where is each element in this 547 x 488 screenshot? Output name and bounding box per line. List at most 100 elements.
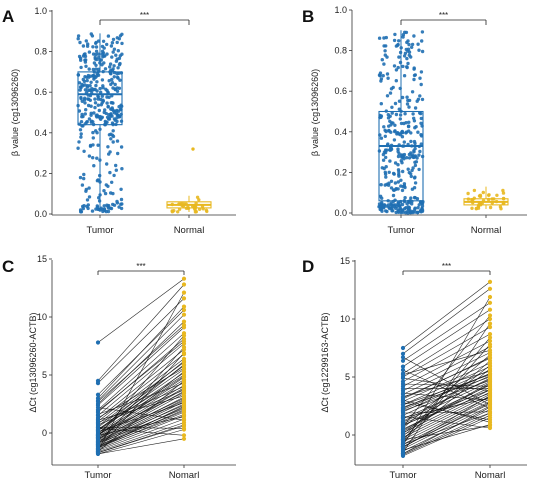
tumor-point bbox=[409, 139, 413, 144]
tumor-point bbox=[417, 167, 421, 172]
tumor-point bbox=[406, 61, 410, 66]
paired-line bbox=[402, 350, 491, 375]
y-tick-label: 0.6 bbox=[334, 86, 347, 96]
x-tick-label: Nomarl bbox=[169, 470, 200, 481]
tumor-point bbox=[392, 38, 397, 43]
normal-point bbox=[487, 380, 493, 385]
paired-line bbox=[402, 326, 491, 378]
tumor-point bbox=[95, 340, 101, 345]
tumor-point bbox=[400, 407, 406, 412]
normal-point bbox=[181, 350, 187, 356]
paired-line bbox=[97, 381, 185, 436]
tumor-point bbox=[401, 169, 405, 174]
tumor-point bbox=[85, 44, 90, 48]
normal-point bbox=[181, 369, 187, 374]
tumor-point bbox=[77, 54, 82, 59]
tumor-point bbox=[93, 105, 97, 110]
paired-line bbox=[97, 353, 185, 422]
tumor-point bbox=[384, 175, 388, 179]
tumor-point bbox=[106, 145, 110, 149]
tumor-point bbox=[92, 75, 96, 80]
tumor-point bbox=[120, 41, 124, 46]
paired-line bbox=[97, 400, 185, 442]
tumor-point bbox=[379, 183, 383, 187]
tumor-point bbox=[419, 142, 423, 146]
tumor-point bbox=[96, 52, 101, 56]
tumor-point bbox=[107, 113, 111, 117]
tumor-point bbox=[396, 187, 400, 191]
tumor-point bbox=[420, 201, 425, 206]
tumor-point bbox=[113, 118, 118, 122]
y-axis-label: β value (cg13096260) bbox=[310, 69, 320, 156]
tumor-point bbox=[95, 420, 101, 425]
tumor-point bbox=[405, 202, 409, 206]
tumor-point bbox=[88, 84, 92, 88]
tumor-point bbox=[400, 202, 405, 207]
normal-point bbox=[487, 321, 493, 326]
tumor-point bbox=[400, 391, 406, 396]
tumor-point bbox=[103, 67, 108, 71]
tumor-point bbox=[409, 210, 413, 215]
normal-point bbox=[487, 286, 493, 291]
tumor-point bbox=[402, 54, 407, 58]
tumor-point bbox=[114, 53, 118, 57]
normal-point bbox=[181, 408, 187, 414]
normal-point bbox=[487, 279, 493, 284]
tumor-point bbox=[116, 151, 120, 156]
y-tick-label: 0.2 bbox=[334, 167, 347, 177]
tumor-point bbox=[393, 206, 398, 210]
normal-point bbox=[181, 319, 187, 324]
normal-point bbox=[487, 391, 493, 396]
tumor-point bbox=[419, 82, 423, 87]
x-tick-label: Normal bbox=[174, 225, 205, 236]
tumor-point bbox=[397, 107, 401, 111]
paired-line bbox=[402, 396, 491, 440]
normal-point bbox=[195, 195, 200, 199]
tumor-point bbox=[393, 123, 397, 128]
tumor-point bbox=[393, 101, 398, 106]
tumor-point bbox=[390, 105, 394, 110]
tumor-point bbox=[391, 85, 395, 90]
tumor-point bbox=[84, 64, 88, 69]
tumor-point bbox=[409, 55, 413, 59]
tumor-point bbox=[405, 56, 409, 61]
tumor-point bbox=[419, 121, 423, 126]
tumor-point bbox=[117, 86, 122, 91]
tumor-point bbox=[405, 102, 410, 106]
tumor-point bbox=[417, 48, 421, 52]
tumor-point bbox=[388, 91, 393, 95]
normal-point bbox=[487, 355, 493, 360]
tumor-point bbox=[398, 117, 402, 121]
normal-point bbox=[487, 316, 493, 322]
tumor-point bbox=[419, 134, 424, 138]
significance-label: *** bbox=[442, 262, 451, 271]
tumor-point bbox=[115, 36, 120, 40]
tumor-point bbox=[416, 130, 420, 134]
tumor-point bbox=[382, 203, 387, 207]
normal-point bbox=[487, 358, 493, 363]
tumor-point bbox=[95, 80, 99, 84]
normal-point bbox=[487, 410, 493, 416]
normal-point bbox=[181, 390, 187, 395]
tumor-point bbox=[400, 358, 406, 363]
tumor-point bbox=[405, 95, 409, 99]
tumor-point bbox=[95, 399, 101, 404]
paired-line bbox=[402, 323, 491, 453]
tumor-point bbox=[96, 95, 101, 99]
normal-point bbox=[181, 323, 187, 328]
tumor-point bbox=[78, 88, 82, 92]
tumor-point bbox=[409, 196, 413, 200]
paired-line bbox=[402, 281, 491, 349]
y-tick-label: 15 bbox=[37, 254, 47, 264]
tumor-point bbox=[412, 186, 417, 190]
tumor-point bbox=[407, 50, 412, 54]
tumor-point bbox=[76, 37, 80, 41]
tumor-point bbox=[84, 189, 88, 193]
normal-point bbox=[487, 348, 493, 353]
paired-line bbox=[402, 406, 491, 454]
tumor-point bbox=[111, 101, 115, 105]
tumor-point bbox=[101, 84, 105, 88]
tumor-point bbox=[94, 45, 99, 49]
tumor-point bbox=[383, 134, 387, 138]
